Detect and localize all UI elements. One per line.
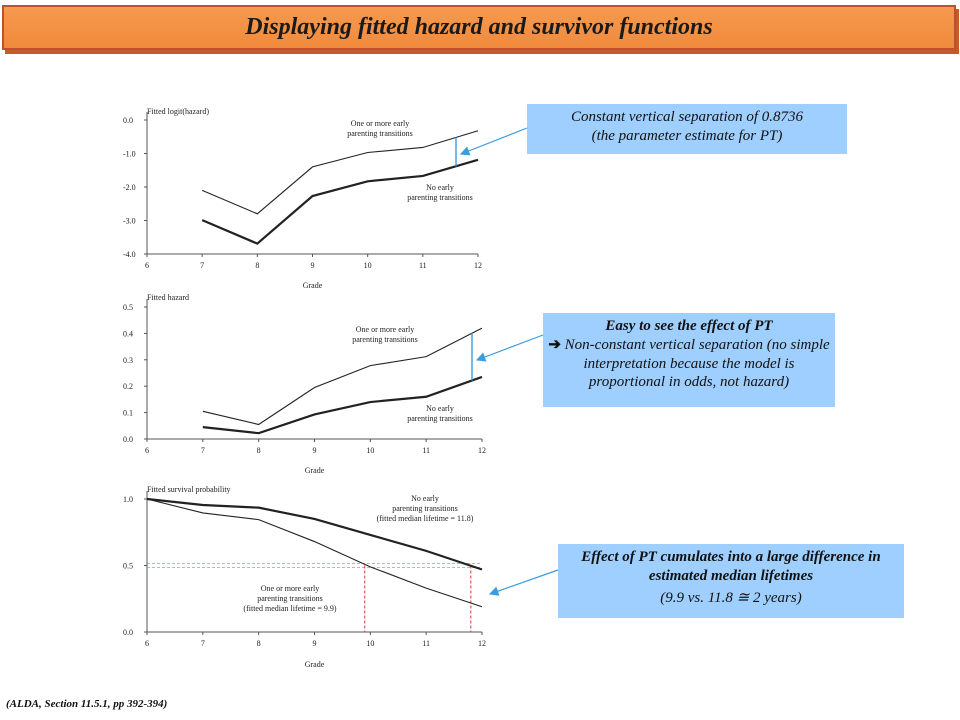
x-axis-title: Grade xyxy=(303,281,323,290)
y-tick-label: -2.0 xyxy=(123,183,136,192)
y-tick-label: -3.0 xyxy=(123,217,136,226)
y-axis-title: Fitted survival probability xyxy=(147,485,231,494)
x-tick-label: 10 xyxy=(364,261,372,270)
x-tick-label: 11 xyxy=(422,446,430,455)
callout1-line2: (the parameter estimate for PT) xyxy=(591,127,783,144)
callout-effect-of-pt: Easy to see the effect of PT ➔ Non-const… xyxy=(543,313,835,407)
hazard-chart: Fitted hazard Grade 6 7 8 9 10 11 12 0.5 0.4 0.3 0.2… xyxy=(123,293,486,475)
series-label: One or more early xyxy=(351,119,409,128)
y-tick-label: 0.0 xyxy=(123,116,133,125)
callout-median-lifetimes: Effect of PT cumulates into a large diff… xyxy=(558,544,904,618)
source-citation: (ALDA, Section 11.5.1, pp 392-394) xyxy=(6,698,168,710)
y-tick-label: 1.0 xyxy=(123,495,133,504)
y-tick-label: 0.0 xyxy=(123,628,133,637)
series-label: No early xyxy=(426,404,454,413)
series-line xyxy=(201,158,479,245)
y-axis-title: Fitted logit(hazard) xyxy=(147,107,209,116)
y-axis-title: Fitted hazard xyxy=(147,293,189,302)
callout3-body: (9.9 vs. 11.8 ≅ 2 years) xyxy=(660,589,802,606)
x-axis-title: Grade xyxy=(305,466,325,475)
x-tick-label: 12 xyxy=(478,446,486,455)
x-tick-label: 6 xyxy=(145,261,149,270)
slide-title: Displaying fitted hazard and survivor fu… xyxy=(245,14,713,40)
x-tick-label: 9 xyxy=(311,261,315,270)
series-line xyxy=(202,327,483,426)
x-tick-label: 10 xyxy=(366,639,374,648)
series-label: No early xyxy=(411,494,439,503)
series-line xyxy=(146,498,483,608)
logit-hazard-chart: Fitted logit(hazard) Grade 6 7 8 9 10 11 12 0.0 -1… xyxy=(123,107,482,290)
series-label: (fitted median lifetime = 11.8) xyxy=(377,514,474,523)
x-tick-label: 8 xyxy=(257,639,261,648)
series-line xyxy=(201,130,479,215)
survival-chart: Fitted survival probability Grade 6 7 8 9 10 11… xyxy=(123,485,486,669)
series-label: parenting transitions xyxy=(407,414,473,423)
callout1-line1: Constant vertical separation of 0.8736 xyxy=(570,109,804,125)
y-tick-label: -4.0 xyxy=(123,250,136,259)
callout3-heading: Effect of PT cumulates into a large diff… xyxy=(581,549,881,584)
x-tick-label: 6 xyxy=(145,639,149,648)
x-tick-label: 12 xyxy=(474,261,482,270)
series-label: parenting transitions xyxy=(352,335,418,344)
x-tick-label: 11 xyxy=(422,639,430,648)
x-tick-label: 9 xyxy=(313,639,317,648)
callout-constant-separation: Constant vertical separation of 0.8736 (… xyxy=(527,104,847,154)
callout2-heading: Easy to see the effect of PT xyxy=(605,318,773,334)
y-tick-label: 0.2 xyxy=(123,382,133,391)
series-label: parenting transitions xyxy=(347,129,413,138)
series-label: parenting transitions xyxy=(392,504,458,513)
series-label: parenting transitions xyxy=(257,594,323,603)
series-label: One or more early xyxy=(261,584,319,593)
series-line xyxy=(202,375,483,435)
y-tick-label: 0.1 xyxy=(123,409,133,418)
series-label: parenting transitions xyxy=(407,193,473,202)
y-tick-label: -1.0 xyxy=(123,150,136,159)
x-tick-label: 7 xyxy=(201,446,205,455)
x-tick-label: 10 xyxy=(366,446,374,455)
x-tick-label: 11 xyxy=(419,261,427,270)
x-tick-label: 7 xyxy=(200,261,204,270)
x-axis-title: Grade xyxy=(305,660,325,669)
title-bar: Displaying fitted hazard and survivor fu… xyxy=(2,5,956,50)
x-tick-label: 12 xyxy=(478,639,486,648)
arrow-bullet-icon: ➔ xyxy=(548,336,561,353)
series-label: No early xyxy=(426,183,454,192)
y-tick-label: 0.4 xyxy=(123,329,133,338)
x-tick-label: 8 xyxy=(257,446,261,455)
y-tick-label: 0.0 xyxy=(123,435,133,444)
x-tick-label: 7 xyxy=(201,639,205,648)
x-tick-label: 9 xyxy=(313,446,317,455)
series-label: One or more early xyxy=(356,325,414,334)
y-tick-label: 0.5 xyxy=(123,303,133,312)
x-tick-label: 6 xyxy=(145,446,149,455)
callout2-bullet: ➔ Non-constant vertical separation (no s… xyxy=(548,336,830,391)
x-tick-label: 8 xyxy=(255,261,259,270)
y-tick-label: 0.5 xyxy=(123,562,133,571)
y-tick-label: 0.3 xyxy=(123,356,133,365)
series-label: (fitted median lifetime = 9.9) xyxy=(243,604,336,613)
series-line xyxy=(146,497,483,571)
